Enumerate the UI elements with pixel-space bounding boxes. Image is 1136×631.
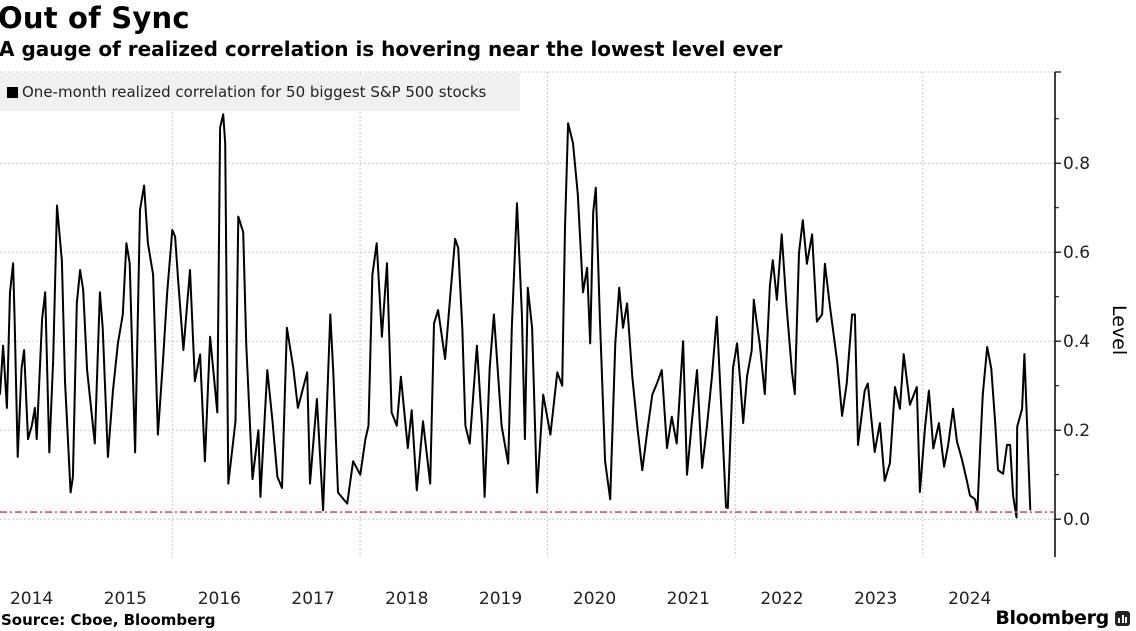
bloomberg-logo: Bloomberg [995, 607, 1130, 629]
y-tick-label: 0.6 [1063, 243, 1090, 263]
chart-title: Out of Sync [0, 1, 190, 35]
chart-subtitle: A gauge of realized correlation is hover… [0, 37, 783, 61]
y-tick-label: 0.2 [1063, 421, 1090, 441]
y-tick-label: 0.8 [1063, 154, 1090, 174]
brand-name: Bloomberg [995, 607, 1109, 629]
x-tick-label: 2014 [10, 589, 53, 609]
x-tick-label: 2015 [104, 589, 147, 609]
x-tick-label: 2018 [385, 589, 428, 609]
legend-label: One-month realized correlation for 50 bi… [22, 83, 487, 101]
series-line [0, 113, 1032, 519]
x-tick-label: 2024 [948, 589, 991, 609]
legend: One-month realized correlation for 50 bi… [0, 73, 520, 111]
x-tick-label: 2017 [291, 589, 334, 609]
x-tick-label: 2022 [760, 589, 803, 609]
x-tick-label: 2020 [573, 589, 616, 609]
source-note: Source: Cboe, Bloomberg [1, 611, 216, 629]
x-tick-label: 2021 [667, 589, 710, 609]
y-tick-label: 0.0 [1063, 510, 1090, 530]
y-axis-label: Level [1108, 305, 1130, 356]
x-tick-label: 2016 [198, 589, 241, 609]
bloomberg-chart-icon [1115, 610, 1130, 626]
legend-swatch [7, 86, 18, 98]
x-tick-label: 2023 [854, 589, 897, 609]
x-tick-label: 2019 [479, 589, 522, 609]
y-tick-label: 0.4 [1063, 332, 1090, 352]
